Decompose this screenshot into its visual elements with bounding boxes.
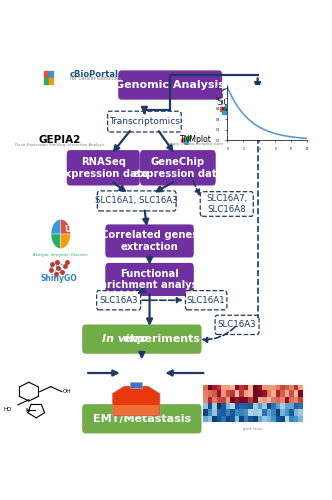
Polygon shape xyxy=(112,386,160,416)
Text: for Cancer Genomics: for Cancer Genomics xyxy=(70,76,121,82)
FancyBboxPatch shape xyxy=(67,150,140,186)
FancyBboxPatch shape xyxy=(186,290,227,310)
FancyBboxPatch shape xyxy=(118,70,222,100)
Text: N: N xyxy=(25,408,29,413)
Text: gene score: gene score xyxy=(243,427,262,431)
Text: experiments: experiments xyxy=(122,334,200,344)
Text: Survival analysis: Survival analysis xyxy=(216,96,299,106)
Text: HO: HO xyxy=(3,406,12,412)
FancyBboxPatch shape xyxy=(82,324,202,354)
Wedge shape xyxy=(51,220,61,234)
FancyBboxPatch shape xyxy=(105,224,194,258)
Text: TNMplot: TNMplot xyxy=(180,135,212,144)
Wedge shape xyxy=(51,234,61,248)
Text: SLC16A1: SLC16A1 xyxy=(187,296,225,304)
FancyBboxPatch shape xyxy=(105,263,194,296)
Text: UALCAN: UALCAN xyxy=(65,225,103,234)
Text: Genomic Analysis: Genomic Analysis xyxy=(115,80,225,90)
FancyBboxPatch shape xyxy=(108,111,181,132)
Text: SLC16A7,
SLC16A8: SLC16A7, SLC16A8 xyxy=(206,194,247,214)
Text: ShinyGO: ShinyGO xyxy=(41,274,77,283)
Text: RNASeq
expression data: RNASeq expression data xyxy=(58,157,148,178)
Bar xyxy=(49,71,52,77)
Text: https://www.tnmplot.com: https://www.tnmplot.com xyxy=(168,142,223,146)
FancyBboxPatch shape xyxy=(97,191,176,211)
Text: GeneChip
expression data: GeneChip expression data xyxy=(133,157,223,178)
Bar xyxy=(44,78,48,84)
Text: GEPIA2: GEPIA2 xyxy=(38,134,81,144)
FancyBboxPatch shape xyxy=(222,90,293,114)
Text: cBioPortal: cBioPortal xyxy=(70,70,119,78)
Wedge shape xyxy=(61,220,71,234)
Text: Gene Expression Profiling Interactive Analysis: Gene Expression Profiling Interactive An… xyxy=(15,142,104,146)
Polygon shape xyxy=(130,382,142,388)
FancyBboxPatch shape xyxy=(215,316,259,334)
FancyBboxPatch shape xyxy=(140,150,216,186)
Text: OH: OH xyxy=(63,389,72,394)
Text: Analyse, Integrate, Discover: Analyse, Integrate, Discover xyxy=(33,253,88,257)
FancyBboxPatch shape xyxy=(82,404,202,434)
Bar xyxy=(49,78,52,84)
FancyBboxPatch shape xyxy=(97,290,141,310)
Text: Transcriptomics: Transcriptomics xyxy=(109,117,180,126)
Text: In vitro: In vitro xyxy=(102,334,148,344)
Text: EMT/Metastasis: EMT/Metastasis xyxy=(93,414,191,424)
Text: Correlated genes
extraction: Correlated genes extraction xyxy=(101,230,198,252)
FancyBboxPatch shape xyxy=(200,192,253,216)
Text: https://kmplot.com: https://kmplot.com xyxy=(232,112,273,116)
Text: SLC16A3: SLC16A3 xyxy=(218,320,256,330)
Text: Functional
enrichment analysis: Functional enrichment analysis xyxy=(93,268,207,290)
Text: SLC16A1, SLC16A3: SLC16A1, SLC16A3 xyxy=(95,196,178,205)
Wedge shape xyxy=(61,234,71,248)
Text: Kaplan-Meier plotter: Kaplan-Meier plotter xyxy=(222,107,283,112)
Polygon shape xyxy=(114,405,159,414)
Text: SLC16A3: SLC16A3 xyxy=(99,296,138,304)
Bar xyxy=(44,71,48,77)
